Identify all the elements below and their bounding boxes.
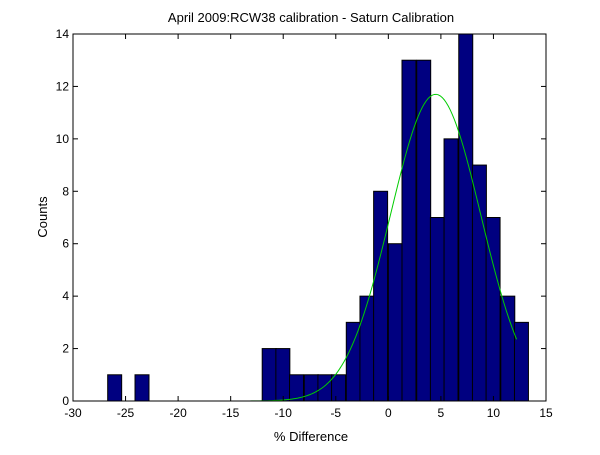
histogram-bar	[303, 374, 319, 402]
histogram-bar	[416, 59, 432, 402]
y-tick-label: 14	[56, 27, 70, 41]
histogram-bar	[429, 217, 445, 402]
x-axis-ticks: -30 -25 -20 -15 -10 -5 0 5 10 15	[64, 34, 553, 420]
chart-title: April 2009:RCW38 calibration - Saturn Ca…	[168, 10, 454, 25]
x-tick-label: 10	[487, 406, 501, 420]
x-tick-label: -30	[64, 406, 82, 420]
histogram-bar	[373, 190, 389, 402]
histogram-bar	[134, 374, 150, 402]
y-tick-label: 10	[56, 132, 70, 146]
x-tick-label: -25	[117, 406, 135, 420]
x-tick-label: -10	[275, 406, 293, 420]
x-tick-label: 5	[438, 406, 445, 420]
y-axis-ticks: 0 2 4 6 8 10 12 14	[56, 27, 546, 408]
x-axis-title: % Difference	[274, 429, 348, 444]
x-tick-label: -15	[222, 406, 240, 420]
y-tick-label: 6	[62, 237, 69, 251]
y-tick-label: 8	[62, 184, 69, 198]
histogram-bar	[458, 33, 474, 402]
histogram-bar	[443, 138, 459, 402]
y-axis-title: Counts	[35, 196, 50, 238]
histogram-bar	[317, 374, 333, 402]
histogram-bar	[345, 321, 361, 402]
y-tick-label: 4	[62, 289, 69, 303]
histogram-bar	[387, 243, 403, 402]
y-tick-label: 12	[56, 79, 70, 93]
histogram-bar	[513, 321, 529, 402]
y-tick-label: 2	[62, 342, 69, 356]
histogram-bar	[331, 374, 347, 402]
x-tick-label: -20	[169, 406, 187, 420]
histogram-bar	[471, 164, 487, 402]
x-tick-label: 15	[539, 406, 553, 420]
histogram-bar	[261, 348, 277, 402]
histogram-bar	[359, 295, 375, 402]
histogram-bar	[401, 59, 417, 402]
plot-frame	[72, 33, 547, 402]
histogram-bar	[107, 374, 123, 402]
y-tick-label: 0	[62, 394, 69, 408]
x-tick-label: -5	[330, 406, 341, 420]
histogram-bar	[500, 295, 516, 402]
x-tick-label: 0	[385, 406, 392, 420]
histogram-bar	[275, 348, 291, 402]
